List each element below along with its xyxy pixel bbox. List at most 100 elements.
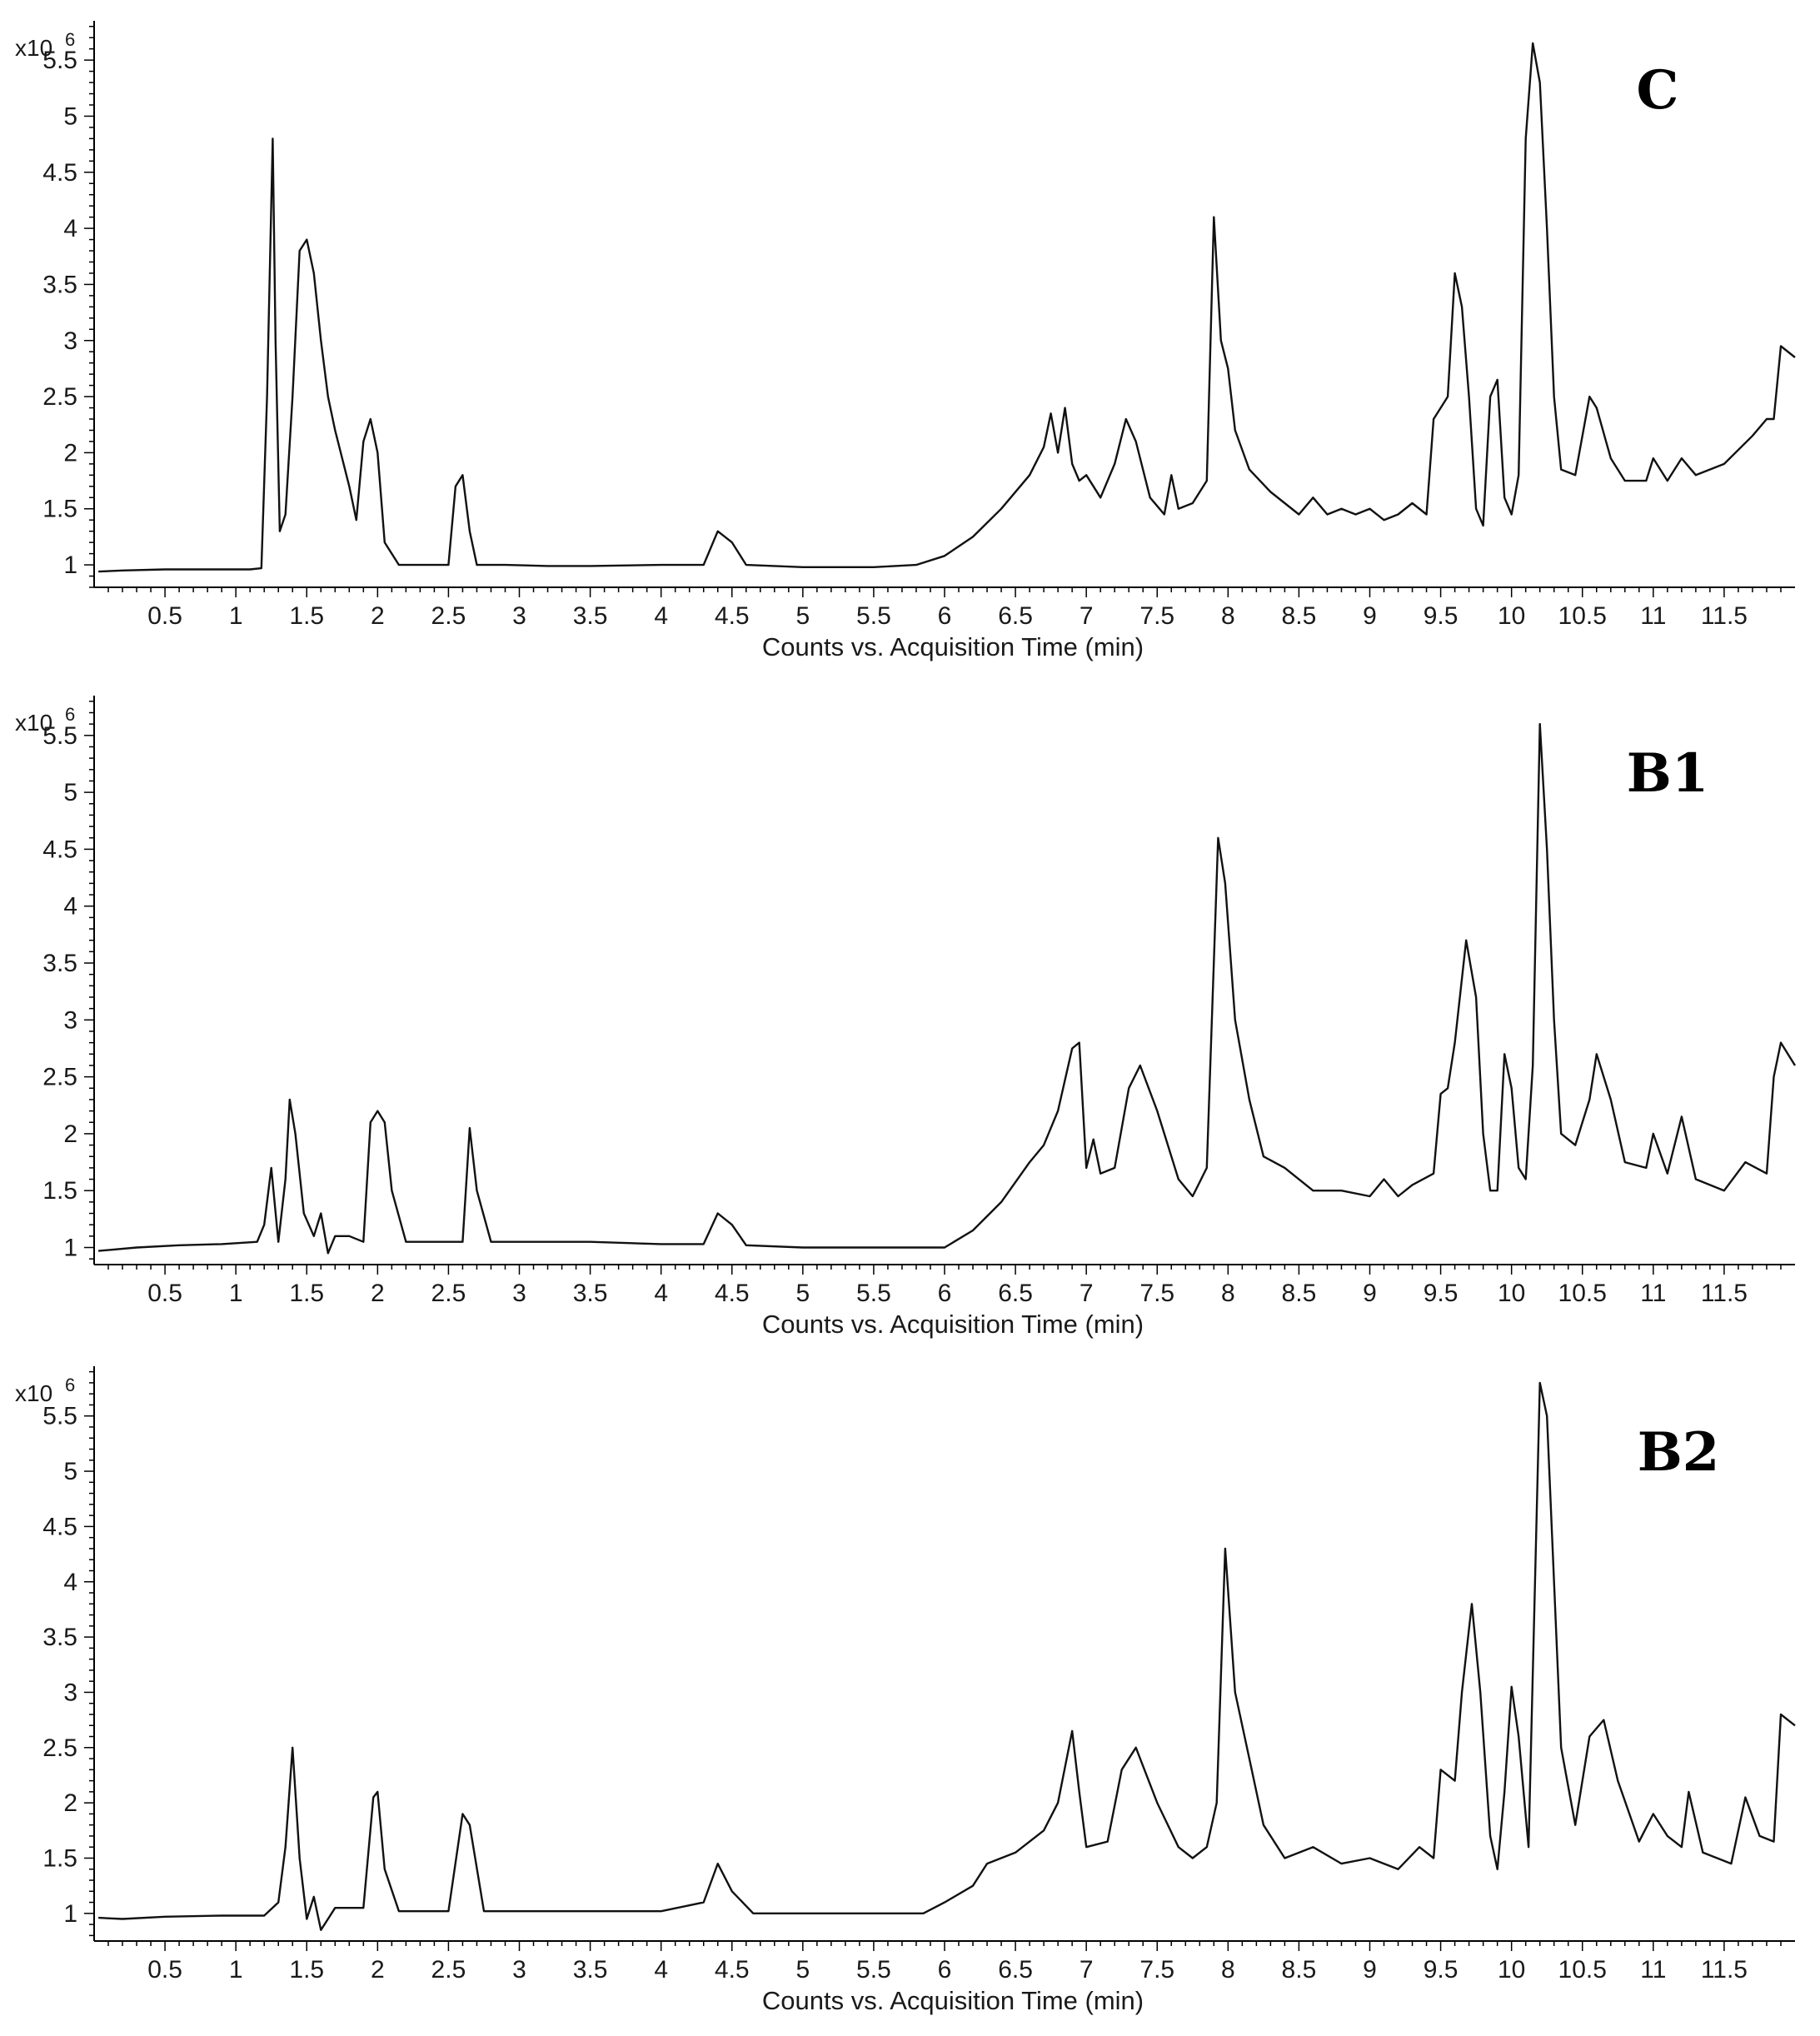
chart-panel-b2: 0.5 1 1.5 2 2.5 3 3.5 4 4.5 5 5.5 6 6.5 7 7.5 8 8.5 9 9.5 1…: [15, 1366, 1796, 2015]
x-tick-label: 5.5: [856, 1280, 891, 1307]
y-tick-label: 1: [63, 1235, 77, 1262]
x-tick-label: 9.5: [1424, 1956, 1458, 1984]
x-tick-label: 3: [512, 602, 526, 630]
x-tick-label: 7: [1080, 602, 1094, 630]
y-tick-label: 3: [63, 1679, 77, 1706]
y-tick-label: 5.5: [42, 47, 77, 74]
y-tick-label: 2.5: [42, 383, 77, 411]
y-tick-label: 5: [63, 1458, 77, 1485]
x-tick-label: 3.5: [573, 602, 608, 630]
y-tick-label: 3.5: [42, 950, 77, 977]
y-tick-label: 2: [63, 439, 77, 467]
y-tick-label: 1.5: [42, 496, 77, 523]
x-tick-label: 8.5: [1282, 602, 1317, 630]
x-tick-label: 1.5: [289, 602, 324, 630]
y-tick-label: 1: [63, 551, 77, 579]
y-scale-label: x10: [15, 35, 52, 61]
y-tick-label: 4: [63, 893, 77, 921]
x-tick-label: 6.5: [998, 1280, 1033, 1307]
x-tick-label: 1: [229, 1280, 243, 1307]
x-tick-label: 4: [654, 1956, 668, 1984]
x-tick-label: 10: [1498, 1280, 1525, 1307]
x-axis-label: Counts vs. Acquisition Time (min): [762, 1986, 1144, 2015]
y-tick-label: 2.5: [42, 1064, 77, 1091]
y-tick-label: 4.5: [42, 836, 77, 863]
x-tick-label: 8: [1221, 1280, 1235, 1307]
y-tick-label: 5: [63, 779, 77, 806]
x-tick-label: 7: [1080, 1956, 1094, 1984]
x-tick-label: 11.5: [1701, 1956, 1748, 1984]
panel-label: B1: [1627, 742, 1709, 805]
y-scale-label: x10: [15, 1380, 52, 1406]
y-tick-label: 4.5: [42, 1513, 77, 1540]
x-tick-label: 2.5: [431, 1280, 466, 1307]
y-tick-label: 4.5: [42, 159, 77, 187]
panel-label: B2: [1638, 1421, 1720, 1484]
y-tick-label: 2.5: [42, 1734, 77, 1762]
x-tick-label: 8: [1221, 1956, 1235, 1984]
x-tick-label: 9.5: [1424, 602, 1458, 630]
x-tick-label: 2: [371, 1280, 385, 1307]
x-tick-label: 8.5: [1282, 1956, 1317, 1984]
x-tick-label: 9: [1363, 1280, 1377, 1307]
x-tick-label: 1: [229, 1956, 243, 1984]
x-tick-label: 6: [938, 1956, 952, 1984]
x-tick-label: 4.5: [715, 602, 750, 630]
x-tick-label: 3: [512, 1280, 526, 1307]
x-tick-label: 4: [654, 602, 668, 630]
x-tick-label: 11: [1640, 602, 1666, 630]
x-tick-label: 2: [371, 602, 385, 630]
x-tick-label: 3.5: [573, 1280, 608, 1307]
x-tick-label: 10.5: [1558, 602, 1607, 630]
x-tick-label: 0.5: [147, 602, 182, 630]
x-axis-label: Counts vs. Acquisition Time (min): [762, 1310, 1144, 1339]
y-scale-label: x10: [15, 710, 52, 736]
x-tick-label: 2.5: [431, 602, 466, 630]
x-tick-label: 11.5: [1701, 602, 1748, 630]
y-tick-label: 2: [63, 1789, 77, 1817]
x-tick-label: 7.5: [1139, 1956, 1174, 1984]
x-tick-label: 10: [1498, 602, 1525, 630]
y-scale-exponent: 6: [65, 704, 75, 725]
y-tick-label: 1.5: [42, 1844, 77, 1872]
x-tick-label: 8: [1221, 602, 1235, 630]
panel-label: C: [1637, 59, 1679, 122]
x-tick-label: 5: [795, 1956, 810, 1984]
x-tick-label: 4.5: [715, 1956, 750, 1984]
x-tick-label: 6.5: [998, 602, 1033, 630]
x-tick-label: 0.5: [147, 1280, 182, 1307]
chart-panel-b1: 0.5 1 1.5 2 2.5 3 3.5 4 4.5 5 5.5 6 6.5 7 7.5 8 8.5 9 9.5 1…: [15, 696, 1797, 1339]
x-tick-label: 11: [1640, 1956, 1666, 1984]
x-tick-label: 10.5: [1558, 1280, 1607, 1307]
y-tick-label: 1: [63, 1900, 77, 1928]
x-tick-label: 9.5: [1424, 1280, 1458, 1307]
x-tick-label: 7: [1080, 1280, 1094, 1307]
y-scale-exponent: 6: [65, 29, 75, 50]
x-tick-label: 11: [1640, 1280, 1666, 1307]
y-tick-label: 5.5: [42, 1403, 77, 1430]
x-axis-label: Counts vs. Acquisition Time (min): [762, 632, 1144, 661]
chromatogram-trace: [98, 42, 1796, 573]
y-tick-label: 5.5: [42, 722, 77, 750]
x-tick-label: 4: [654, 1280, 668, 1307]
chromatogram-trace: [97, 722, 1797, 1255]
x-tick-label: 9: [1363, 1956, 1377, 1984]
y-tick-label: 3: [63, 327, 77, 355]
y-tick-label: 1.5: [42, 1177, 77, 1205]
x-tick-label: 2.5: [431, 1956, 466, 1984]
chart-panel-c: 0.5 1 1.5 2 2.5 3 3.5 4 4.5 5 5.5 6 6.5 7 7.5 8 8.5 9 9.5 1…: [15, 21, 1796, 661]
x-tick-label: 5.5: [856, 602, 891, 630]
x-tick-label: 5.5: [856, 1956, 891, 1984]
y-tick-label: 5: [63, 102, 77, 130]
x-tick-label: 5: [795, 1280, 810, 1307]
x-tick-label: 9: [1363, 602, 1377, 630]
y-tick-label: 3: [63, 1006, 77, 1034]
x-tick-label: 3: [512, 1956, 526, 1984]
y-tick-label: 3.5: [42, 271, 77, 298]
x-tick-label: 6: [938, 1280, 952, 1307]
y-scale-exponent: 6: [65, 1375, 75, 1395]
x-tick-label: 10.5: [1558, 1956, 1607, 1984]
x-tick-label: 6: [938, 602, 952, 630]
y-tick-label: 2: [63, 1120, 77, 1148]
